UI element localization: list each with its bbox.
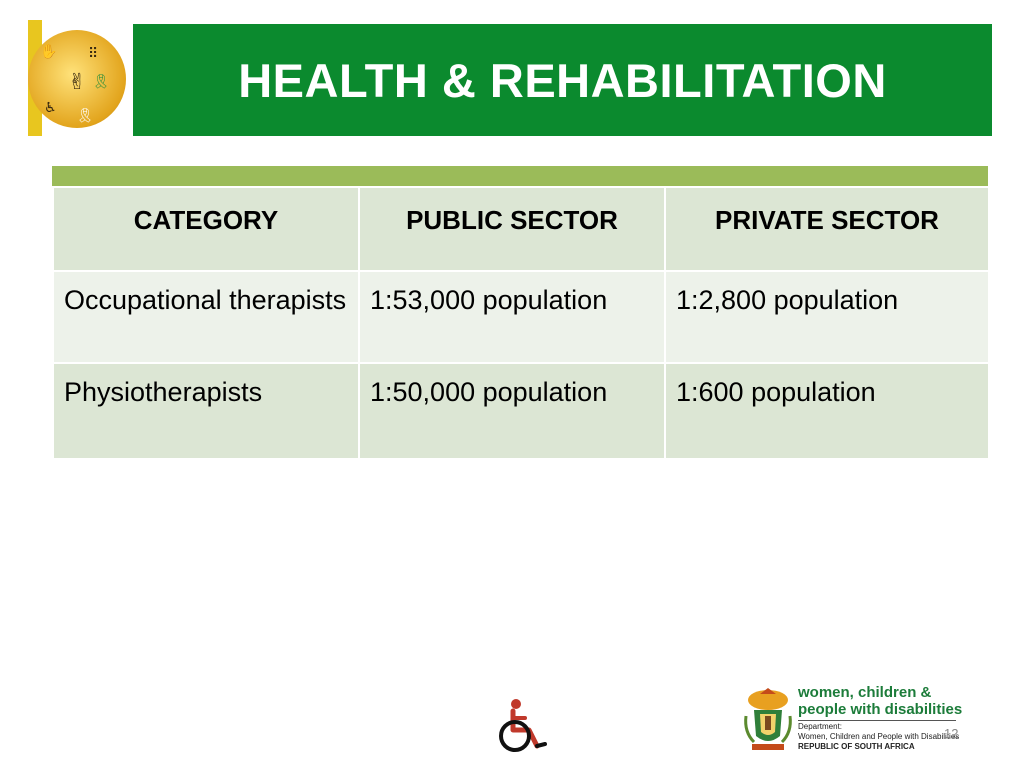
- table-row: Occupational therapists 1:53,000 populat…: [52, 270, 990, 364]
- dept-divider: [798, 720, 956, 721]
- white-ribbon-icon: 🎗: [76, 108, 94, 124]
- wheelchair-icon: ♿: [44, 100, 57, 116]
- table-cell: 1:50,000 population: [358, 362, 666, 460]
- dept-sub-label: Department:: [798, 722, 843, 731]
- table-header-row: CATEGORY PUBLIC SECTOR PRIVATE SECTOR: [52, 186, 990, 272]
- table-cell: 1:2,800 population: [664, 270, 990, 364]
- slide-title: HEALTH & REHABILITATION: [238, 53, 887, 107]
- data-table-container: CATEGORY PUBLIC SECTOR PRIVATE SECTOR Oc…: [52, 166, 990, 460]
- braille-icon: ⠿: [88, 46, 99, 62]
- dept-name-line1: women, children &: [798, 684, 932, 701]
- wheelchair-icon: [499, 699, 547, 752]
- dept-sub-name: Women, Children and People with Disabili…: [798, 732, 960, 741]
- coat-of-arms-icon: [744, 688, 792, 750]
- table-header-bar: [52, 166, 988, 186]
- table-cell: 1:53,000 population: [358, 270, 666, 364]
- dept-name: women, children & people with disabiliti…: [798, 684, 962, 718]
- table-cell: 1:600 population: [664, 362, 990, 460]
- dept-name-line2: people with disabilities: [798, 701, 963, 718]
- page-number: 12: [944, 726, 959, 741]
- header-public-sector: PUBLIC SECTOR: [358, 186, 666, 272]
- table-cell: Occupational therapists: [52, 270, 360, 364]
- table-cell: Physiotherapists: [52, 362, 360, 460]
- dept-subtitle: Department: Women, Children and People w…: [798, 722, 959, 742]
- slide-logo: ✋ ⠿ ✌ 🎗 ♿ 🎗: [28, 20, 133, 136]
- dept-country: REPUBLIC OF SOUTH AFRICA: [798, 742, 915, 751]
- data-table: CATEGORY PUBLIC SECTOR PRIVATE SECTOR Oc…: [52, 186, 990, 460]
- table-row: Physiotherapists 1:50,000 population 1:6…: [52, 362, 990, 460]
- header-private-sector: PRIVATE SECTOR: [664, 186, 990, 272]
- sign-language-icon: ✋: [40, 44, 58, 60]
- title-bar: HEALTH & REHABILITATION: [133, 24, 992, 136]
- peace-hand-icon: ✌: [68, 70, 87, 95]
- header-category: CATEGORY: [52, 186, 360, 272]
- ribbon-icon: 🎗: [92, 74, 110, 90]
- logo-collage-circle: ✋ ⠿ ✌ 🎗 ♿ 🎗: [28, 30, 126, 128]
